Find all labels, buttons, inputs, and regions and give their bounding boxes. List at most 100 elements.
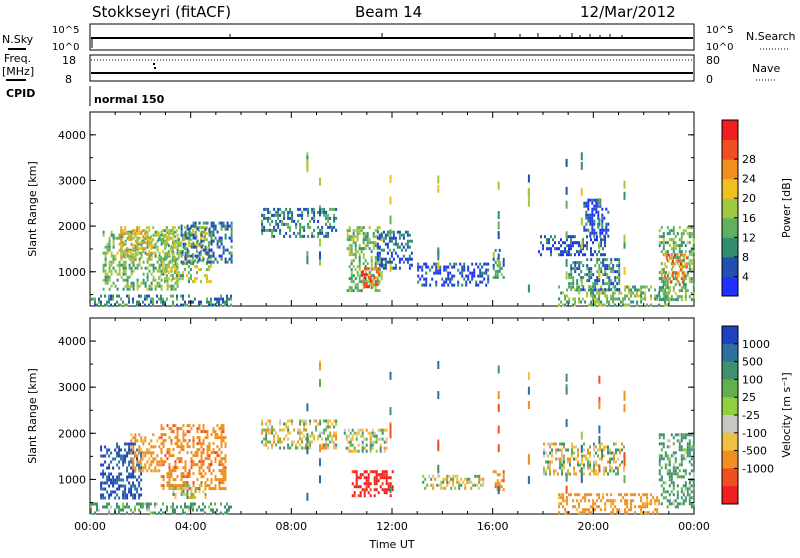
data-cell (195, 265, 198, 269)
data-cell (467, 277, 470, 281)
data-cell (202, 463, 205, 467)
data-cell (166, 278, 169, 282)
data-cell (447, 283, 450, 287)
data-cell (200, 233, 203, 237)
data-cell (494, 248, 497, 252)
data-cell (184, 300, 186, 304)
data-cell (666, 445, 669, 449)
noise-streaks (306, 152, 626, 293)
data-cell (377, 437, 380, 441)
data-cell (554, 241, 556, 245)
data-cell (224, 478, 227, 482)
data-cell (614, 505, 617, 509)
data-cell (592, 273, 595, 277)
data-cell (150, 238, 153, 242)
data-cell (146, 508, 148, 512)
data-cell (140, 439, 143, 443)
data-cell (335, 216, 338, 220)
data-cell (582, 508, 585, 512)
data-cell (122, 300, 124, 304)
colorbar-swatch (722, 237, 738, 258)
data-cell (184, 251, 187, 255)
data-cell (128, 297, 130, 301)
data-cell (562, 250, 564, 254)
data-cell (369, 482, 372, 486)
data-cell (425, 265, 428, 269)
data-cell (672, 484, 675, 488)
data-cell (261, 222, 264, 226)
data-cell (692, 439, 695, 443)
data-cell (207, 268, 210, 272)
data-cell (134, 266, 137, 270)
data-cell (675, 259, 678, 263)
data-cell (378, 257, 381, 261)
data-cell (369, 434, 372, 438)
data-cell (658, 436, 661, 440)
data-cell (132, 484, 135, 488)
data-cell (381, 437, 384, 441)
data-cell (170, 284, 173, 288)
data-cell (660, 433, 663, 437)
data-cell (150, 235, 153, 239)
data-cell (662, 445, 665, 449)
data-cell (90, 511, 92, 515)
data-cell (198, 460, 201, 464)
streak-cell (623, 267, 626, 276)
data-cell (158, 281, 161, 285)
data-cell (118, 508, 120, 512)
data-cell (167, 253, 170, 257)
data-cell (365, 482, 368, 486)
data-cell (594, 303, 597, 307)
data-cell (180, 493, 183, 496)
data-cell (630, 508, 633, 512)
y-axis-label: Slant Range [km] (26, 368, 39, 464)
data-cell (118, 454, 121, 458)
data-cell (619, 451, 621, 455)
x-tick-label: 16:00 (477, 520, 509, 533)
data-cell (265, 228, 268, 232)
data-cell (150, 451, 153, 455)
data-cell (390, 260, 393, 264)
data-cell (650, 294, 653, 298)
data-cell (118, 445, 121, 449)
data-cell (664, 451, 667, 455)
data-cell (688, 487, 691, 491)
data-cell (184, 484, 187, 488)
data-cell (658, 463, 661, 467)
data-cell (662, 241, 665, 245)
data-cell (164, 454, 167, 458)
data-cell (198, 221, 201, 225)
data-cell (692, 472, 695, 476)
data-cell (492, 254, 495, 258)
data-cell (173, 277, 176, 281)
data-cell (168, 454, 171, 458)
data-cell (162, 300, 164, 304)
data-cell (679, 253, 682, 257)
data-cell (362, 226, 365, 230)
data-cell (678, 469, 681, 473)
data-cell (126, 303, 128, 307)
data-cell (216, 508, 218, 512)
freq-tick-low: 8 (65, 73, 72, 86)
data-cell (574, 261, 577, 265)
data-cell (214, 227, 217, 231)
streak-cell (389, 215, 392, 224)
data-cell (172, 287, 175, 291)
data-cell (372, 235, 375, 239)
colorbar-swatch (722, 415, 738, 434)
data-cell (601, 454, 603, 458)
data-cell (583, 466, 585, 470)
data-cell (630, 499, 633, 503)
data-cell (281, 210, 284, 214)
data-cell (658, 271, 661, 275)
data-cell (120, 256, 123, 260)
data-cell (678, 448, 681, 452)
data-cell (165, 253, 168, 257)
data-cell (132, 300, 134, 304)
data-cell (611, 469, 613, 473)
data-cell (683, 253, 686, 257)
scatter-cells (90, 198, 695, 307)
data-cell (369, 488, 372, 492)
data-cell (626, 511, 629, 515)
data-cell (601, 207, 604, 211)
